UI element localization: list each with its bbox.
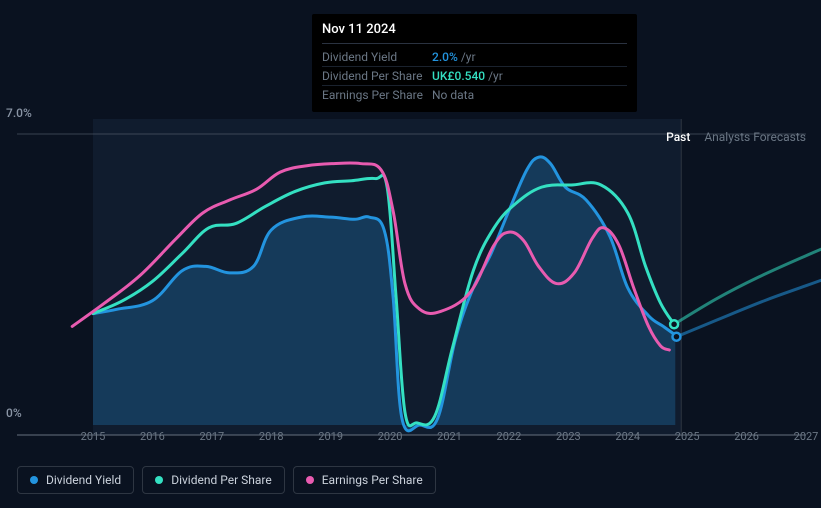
tooltip-row-nodata: No data [432, 88, 474, 102]
x-tick: 2020 [378, 430, 403, 443]
tooltip-row-value: 2.0% [432, 50, 458, 64]
x-tick: 2024 [615, 430, 640, 443]
chart-tabs: Past Analysts Forecasts [666, 130, 806, 144]
chart-legend: Dividend Yield Dividend Per Share Earnings… [17, 466, 436, 494]
legend-dot-icon [30, 476, 38, 484]
tooltip-row-label: Earnings Per Share [322, 88, 432, 102]
tab-past[interactable]: Past [666, 130, 690, 144]
x-tick: 2019 [318, 430, 343, 443]
tooltip-row: Dividend Per ShareUK£0.540/yr [322, 67, 627, 86]
x-tick: 2027 [794, 430, 819, 443]
chart-svg [17, 108, 806, 448]
x-tick: 2022 [497, 430, 522, 443]
tooltip-row: Dividend Yield2.0%/yr [322, 48, 627, 67]
tooltip-row-label: Dividend Yield [322, 50, 432, 64]
x-tick: 2017 [199, 430, 224, 443]
x-tick: 2021 [437, 430, 462, 443]
legend-label: Earnings Per Share [322, 473, 423, 487]
x-tick: 2015 [81, 430, 106, 443]
tooltip-row-unit: /yr [461, 50, 476, 64]
x-tick: 2023 [556, 430, 581, 443]
legend-item[interactable]: Dividend Per Share [142, 466, 285, 494]
x-tick: 2016 [140, 430, 165, 443]
chart-tooltip: Nov 11 2024 Dividend Yield2.0%/yrDividen… [312, 14, 637, 112]
legend-item[interactable]: Dividend Yield [17, 466, 134, 494]
x-tick: 2018 [259, 430, 284, 443]
legend-dot-icon [155, 476, 163, 484]
x-tick: 2025 [675, 430, 700, 443]
tooltip-row-value: UK£0.540 [432, 69, 485, 83]
tooltip-date: Nov 11 2024 [322, 22, 627, 44]
legend-label: Dividend Per Share [171, 473, 272, 487]
tooltip-row-label: Dividend Per Share [322, 69, 432, 83]
legend-dot-icon [306, 476, 314, 484]
legend-label: Dividend Yield [46, 473, 121, 487]
tooltip-row-unit: /yr [488, 69, 503, 83]
x-tick: 2026 [734, 430, 759, 443]
legend-item[interactable]: Earnings Per Share [293, 466, 436, 494]
tab-forecasts[interactable]: Analysts Forecasts [704, 130, 806, 144]
tooltip-row: Earnings Per ShareNo data [322, 86, 627, 104]
chart-plot-area [17, 108, 806, 448]
